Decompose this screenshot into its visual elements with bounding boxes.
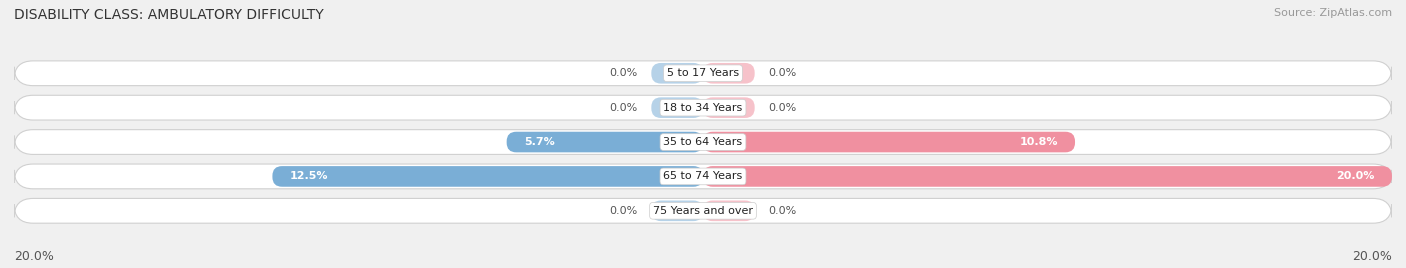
Text: 65 to 74 Years: 65 to 74 Years — [664, 172, 742, 181]
FancyBboxPatch shape — [14, 95, 1392, 120]
FancyBboxPatch shape — [703, 166, 1392, 187]
FancyBboxPatch shape — [703, 200, 755, 221]
Text: 5 to 17 Years: 5 to 17 Years — [666, 68, 740, 78]
Text: Source: ZipAtlas.com: Source: ZipAtlas.com — [1274, 8, 1392, 18]
Text: DISABILITY CLASS: AMBULATORY DIFFICULTY: DISABILITY CLASS: AMBULATORY DIFFICULTY — [14, 8, 323, 22]
Text: 0.0%: 0.0% — [609, 206, 637, 216]
FancyBboxPatch shape — [703, 97, 755, 118]
FancyBboxPatch shape — [273, 166, 703, 187]
FancyBboxPatch shape — [651, 97, 703, 118]
FancyBboxPatch shape — [14, 61, 1392, 86]
FancyBboxPatch shape — [651, 63, 703, 84]
Text: 5.7%: 5.7% — [524, 137, 554, 147]
FancyBboxPatch shape — [14, 198, 1392, 223]
Text: 20.0%: 20.0% — [1353, 250, 1392, 263]
FancyBboxPatch shape — [703, 132, 1076, 152]
Text: 0.0%: 0.0% — [769, 206, 797, 216]
Text: 0.0%: 0.0% — [769, 68, 797, 78]
Text: 35 to 64 Years: 35 to 64 Years — [664, 137, 742, 147]
Text: 20.0%: 20.0% — [1336, 172, 1375, 181]
FancyBboxPatch shape — [651, 200, 703, 221]
Text: 75 Years and over: 75 Years and over — [652, 206, 754, 216]
Text: 0.0%: 0.0% — [769, 103, 797, 113]
FancyBboxPatch shape — [506, 132, 703, 152]
Text: 0.0%: 0.0% — [609, 103, 637, 113]
Text: 0.0%: 0.0% — [609, 68, 637, 78]
FancyBboxPatch shape — [14, 164, 1392, 189]
Text: 18 to 34 Years: 18 to 34 Years — [664, 103, 742, 113]
Text: 12.5%: 12.5% — [290, 172, 328, 181]
Text: 20.0%: 20.0% — [14, 250, 53, 263]
FancyBboxPatch shape — [703, 63, 755, 84]
FancyBboxPatch shape — [14, 130, 1392, 154]
Text: 10.8%: 10.8% — [1019, 137, 1057, 147]
